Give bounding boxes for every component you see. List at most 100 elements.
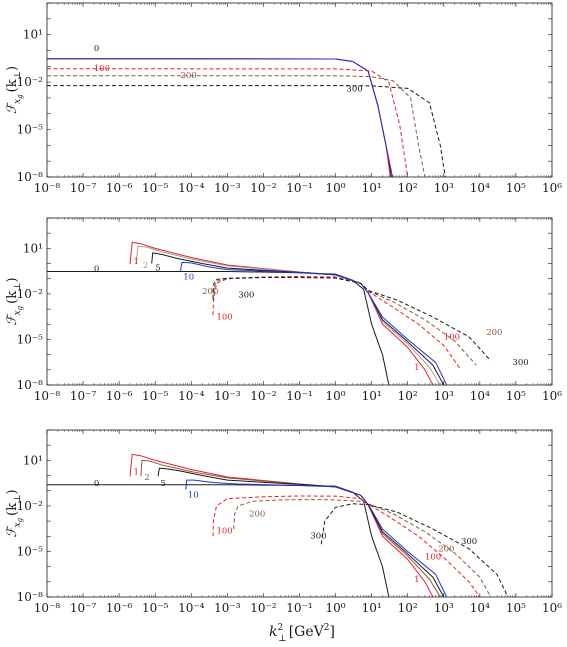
x-axis-label-unit-close: ] (330, 624, 335, 640)
x-tick-label: 10⁻⁷ (70, 181, 97, 195)
x-tick-label: 10⁵ (506, 181, 526, 195)
x-axis-label-sup: 2 (278, 623, 284, 633)
x-tick-label: 10⁻⁶ (106, 181, 133, 195)
curve-annotation: 300 (238, 290, 254, 300)
x-tick-label: 10¹ (362, 389, 382, 403)
x-tick-label: 10⁻⁴ (178, 181, 205, 195)
panel-middle: 10⁻⁸ 10⁻⁷ 10⁻⁶ 10⁻⁵ 10⁻⁴ 10⁻³ 10⁻² 10⁻¹ 10⁰ 10¹ 10… (5, 217, 562, 403)
x-tick-label: 10⁻⁸ (34, 389, 61, 403)
series-line-100 (212, 495, 481, 597)
y-tick-label: 10¹ (23, 241, 43, 255)
curve-annotation: 0 (94, 479, 99, 489)
curve-annotation: 1 (414, 363, 419, 373)
y-axis-label-arg-close: ) (5, 489, 20, 494)
y-axis-label: ℱxg(k⊥) (5, 66, 24, 114)
y-axis-label-arg-close: ) (5, 66, 20, 71)
curve-annotation: 200 (249, 510, 265, 520)
x-tick-label: 10⁻⁸ (34, 181, 61, 195)
curve-annotation: 300 (310, 532, 326, 542)
panel-top: 10⁻⁸ 10⁻⁷ 10⁻⁶ 10⁻⁵ 10⁻⁴ 10⁻³ 10⁻² 10⁻¹ 10⁰ 10¹ 10… (5, 2, 562, 195)
curve-annotation: 300 (512, 358, 528, 368)
x-tick-label: 10⁻⁶ (106, 601, 133, 615)
x-tick-label: 10⁰ (326, 389, 346, 403)
x-tick-label: 10⁻⁸ (34, 601, 61, 615)
curve-annotation: 200 (180, 71, 196, 81)
x-tick-label: 10⁻⁷ (70, 601, 97, 615)
series-line-200 (47, 75, 426, 177)
x-tick-label: 10³ (434, 181, 454, 195)
y-axis-label: ℱxg(k⊥) (5, 489, 24, 537)
y-tick-label: 10⁻⁵ (17, 332, 44, 346)
x-tick-label: 10¹ (362, 601, 382, 615)
y-tick-label: 10⁻⁵ (17, 123, 44, 137)
x-tick-label: 10⁻² (250, 601, 277, 615)
x-tick-label: 10⁴ (470, 601, 490, 615)
x-axis-label: k2 ⊥ [GeV2] (269, 623, 335, 644)
curve-annotation: 300 (461, 537, 477, 547)
x-tick-label: 10⁻⁴ (178, 601, 205, 615)
x-tick-label: 10⁴ (470, 389, 490, 403)
series-line-s2 (47, 58, 394, 177)
y-tick-label: 10⁻⁸ (17, 378, 44, 392)
series-line-100 (212, 276, 462, 371)
x-tick-label: 10⁵ (506, 389, 526, 403)
y-axis-label-arg: (k (5, 291, 20, 304)
plot-frame (46, 217, 553, 386)
series-line-5 (157, 467, 445, 597)
curve-annotation: 5 (155, 263, 160, 273)
curve-annotation: 2 (144, 473, 149, 483)
y-axis-label-arg: (k (5, 79, 20, 92)
x-tick-label: 10⁻¹ (286, 389, 312, 403)
x-tick-label: 10⁻⁷ (70, 389, 97, 403)
x-tick-label: 10⁻³ (214, 601, 241, 615)
series-line-1 (129, 241, 434, 385)
series-line-300 (320, 503, 509, 597)
x-axis-label-unit: [GeV (289, 624, 325, 640)
x-tick-label: 10¹ (362, 181, 382, 195)
x-tick-label: 10³ (434, 601, 454, 615)
curve-annotation: 10 (188, 491, 199, 501)
curve-annotation: 0 (94, 264, 99, 274)
curve-annotation: 1 (414, 575, 419, 585)
curve-annotation: 100 (94, 64, 110, 74)
x-tick-label: 10⁴ (470, 181, 490, 195)
y-tick-label: 10¹ (23, 28, 43, 42)
x-tick-label: 10⁻¹ (286, 181, 312, 195)
series-line-200 (233, 499, 492, 597)
y-tick-label: 10⁻² (17, 287, 44, 301)
x-tick-label: 10² (398, 181, 418, 195)
panel-bottom: 10⁻⁸ 10⁻⁷ 10⁻⁶ 10⁻⁵ 10⁻⁴ 10⁻³ 10⁻² 10⁻¹ 10⁰ 10¹ 10… (5, 429, 562, 615)
x-tick-label: 10⁻⁵ (142, 389, 169, 403)
y-axis-label-base: ℱ (5, 313, 20, 326)
y-axis-label-arg: (k (5, 503, 20, 516)
y-tick-label: 10¹ (23, 453, 43, 467)
x-tick-label: 10⁻² (250, 181, 277, 195)
plot-frame (46, 429, 553, 598)
y-axis-label-sub: x (13, 522, 23, 527)
x-tick-label: 10⁶ (542, 389, 562, 403)
y-axis-label-arg-close: ) (5, 277, 20, 282)
x-tick-label: 10⁻³ (214, 181, 241, 195)
x-tick-label: 10⁻³ (214, 389, 241, 403)
curve-annotation: 100 (216, 313, 232, 323)
y-axis-label: ℱxg(k⊥) (5, 277, 24, 325)
y-tick-label: 10⁻² (17, 499, 44, 513)
curve-annotation: 100 (425, 552, 441, 562)
x-tick-label: 10⁻⁶ (106, 389, 133, 403)
y-axis-label-subsub: g (16, 305, 24, 310)
x-tick-label: 10⁰ (326, 601, 346, 615)
plot-frame (46, 2, 553, 178)
curve-annotation: 2 (143, 261, 148, 271)
curve-annotation: 10 (183, 272, 194, 282)
series-line-300 (47, 85, 446, 177)
x-tick-label: 10⁰ (326, 181, 346, 195)
series-line-1 (129, 453, 434, 597)
y-axis-label-arg-sub: ⊥ (13, 282, 23, 290)
curve-annotation: 0 (94, 44, 99, 54)
series-line-2 (135, 245, 441, 385)
y-tick-label: 10⁻² (17, 75, 44, 89)
series-line-10 (185, 479, 448, 597)
y-tick-label: 10⁻⁸ (17, 170, 44, 184)
x-tick-label: 10⁻¹ (286, 601, 312, 615)
